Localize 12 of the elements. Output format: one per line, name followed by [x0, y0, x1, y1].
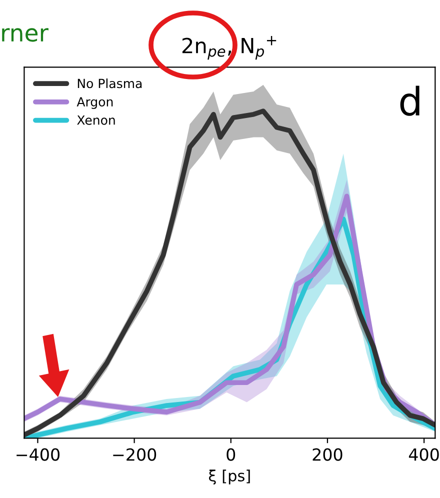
x-tick-label: 0 — [226, 448, 236, 461]
x-tick-label: −200 — [113, 448, 156, 461]
legend-label: No Plasma — [78, 78, 142, 88]
x-tick-label: 400 — [408, 448, 439, 461]
chart-title: 2n$_{pe}$, N$_{p}$$^{+}$ — [182, 36, 276, 60]
x-axis-title: ξ [ps] — [209, 470, 250, 484]
annotation: d — [400, 86, 420, 116]
legend-label: Argon — [76, 97, 113, 109]
x-tick-label: 200 — [312, 448, 342, 461]
x-tick-label: −400 — [16, 448, 60, 461]
text: rner — [2, 28, 48, 42]
legend-label: Xenon — [77, 116, 115, 125]
